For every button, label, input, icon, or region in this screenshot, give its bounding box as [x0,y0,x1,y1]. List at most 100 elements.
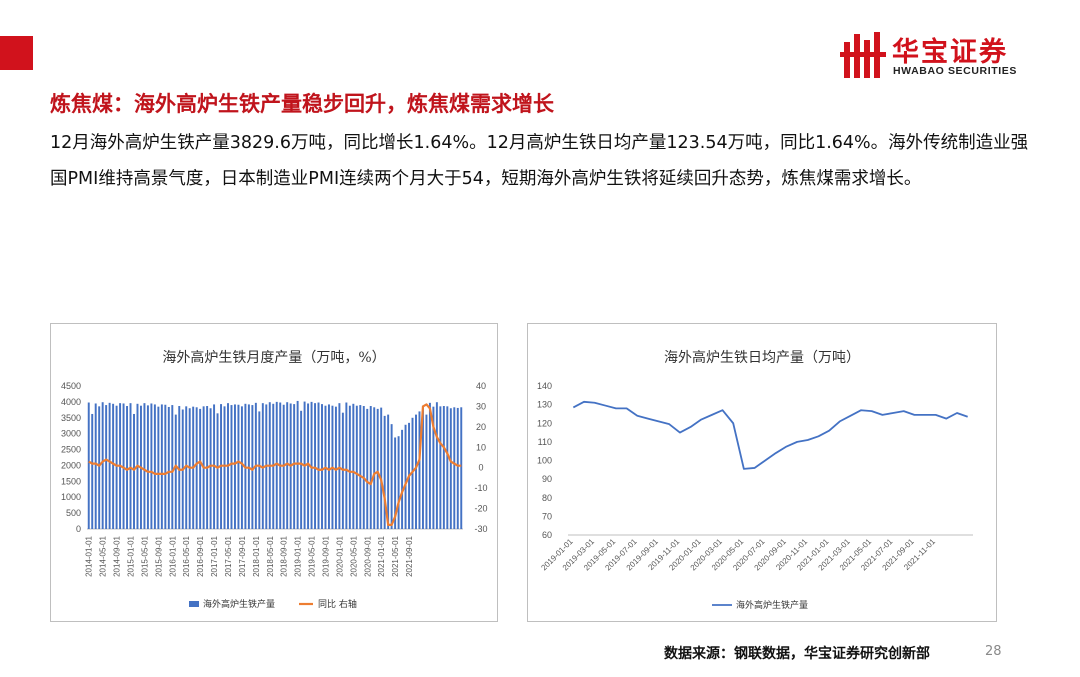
x-tick-label: 2014-09-01 [113,535,122,576]
x-tick-label: 2016-05-01 [182,535,191,576]
y-left-tick-label: 3000 [61,429,81,439]
output-bar [233,404,236,529]
output-bar [394,437,397,529]
y-left-tick-label: 1000 [61,492,81,502]
x-tick-label: 2017-01-01 [210,535,219,576]
y-tick-label: 130 [537,400,552,410]
slide-headline: 炼焦煤：海外高炉生铁产量稳步回升，炼焦煤需求增长 [50,92,554,116]
chart-title: 海外高炉生铁月度产量（万吨，%） [162,349,385,366]
x-tick-label: 2021-05-01 [391,535,400,576]
output-bar [237,404,240,529]
output-bar [404,424,407,529]
output-bar [258,411,261,529]
chart-daily-output: 海外高炉生铁日均产量（万吨）60708090100110120130140201… [537,349,973,611]
y-left-tick-label: 500 [66,508,81,518]
y-right-tick-label: -30 [474,524,487,534]
x-tick-label: 2014-05-01 [99,535,108,576]
y-tick-label: 70 [542,511,552,521]
x-tick-label: 2017-09-01 [238,535,247,576]
output-bar [310,401,313,529]
chart-title: 海外高炉生铁日均产量（万吨） [664,349,860,366]
output-bar [150,403,153,529]
output-bar [418,411,421,529]
output-bar [435,402,438,529]
chart-panel-monthly: 海外高炉生铁月度产量（万吨，%） 0 500 1000 1500 2000 2500 3000… [50,323,498,622]
x-tick-label: 2020-05-01 [349,535,358,576]
yoy-line [88,403,462,527]
output-bar [428,402,431,529]
output-bar [157,406,160,529]
slide-body-text: 12月海外高炉生铁产量3829.6万吨，同比增长1.64%。12月高炉生铁日均产… [50,133,1029,189]
x-tick-label: 2015-05-01 [140,535,149,576]
output-bar [178,406,181,529]
output-bar [240,406,243,529]
output-bar [143,403,146,529]
output-bar [348,405,351,529]
output-bar [115,405,118,529]
output-bar [421,405,424,529]
y-left-tick-label: 1500 [61,476,81,486]
legend-label-line: 同比 右轴 [318,598,357,610]
output-bar [300,410,303,529]
output-bar [122,403,125,529]
output-bar [390,424,393,529]
output-bar [174,414,177,529]
output-bar [98,406,101,529]
y-right-tick-label: 20 [476,422,486,432]
output-bar [359,405,362,529]
brand-name-cn: 华宝证券 [892,37,1008,68]
output-bar [87,402,90,529]
x-tick-label: 2018-05-01 [266,535,275,576]
chart-panel-daily: 海外高炉生铁日均产量（万吨） 60 70 80 90 100 110 120 130 140 201… [527,323,997,622]
output-bar [373,407,376,529]
output-bar [383,415,386,529]
x-tick-label: 2019-09-01 [321,535,330,576]
output-bar [126,406,129,529]
output-bar [94,403,97,529]
output-bar [453,407,456,529]
page-number: 28 [985,644,1002,659]
output-bar [387,414,390,529]
output-bar [251,405,254,529]
output-bar [282,404,285,529]
legend-label-line: 海外高炉生铁产量 [736,599,808,611]
output-bar [209,408,212,529]
x-tick-label: 2018-09-01 [280,535,289,576]
x-tick-label: 2021-01-01 [377,535,386,576]
output-bar [112,403,115,529]
output-bar [355,405,358,529]
output-bar [261,403,264,529]
output-bar [164,404,167,529]
output-bar [296,400,299,529]
output-bar [449,408,452,529]
y-left-tick-label: 4000 [61,397,81,407]
title-accent-block [0,36,33,70]
output-bar [442,406,445,529]
y-left-tick-label: 2000 [61,460,81,470]
y-right-tick-label: 10 [476,442,486,452]
legend-label-bars: 海外高炉生铁产量 [203,598,275,610]
x-tick-label: 2015-01-01 [127,535,136,576]
output-bar [352,403,355,529]
output-bar [432,406,435,529]
x-tick-label: 2020-09-01 [363,535,372,576]
output-bar [199,408,202,529]
output-bar [439,406,442,529]
y-right-tick-label: 0 [478,463,483,473]
output-bar [321,404,323,529]
output-bar [401,429,404,529]
output-bar [345,402,348,529]
output-bar [334,406,337,529]
output-bar [380,407,383,529]
output-bar [167,406,170,529]
y-right-tick-label: -20 [474,504,487,514]
output-bar [105,405,108,529]
x-tick-label: 2015-09-01 [154,535,163,576]
x-tick-label: 2018-01-01 [252,535,261,576]
legend-swatch-bars [189,601,199,607]
output-bar [286,402,289,529]
x-tick-label: 2017-05-01 [224,535,233,576]
output-bar [195,407,198,529]
output-bar [185,406,188,529]
output-bar [230,405,233,529]
